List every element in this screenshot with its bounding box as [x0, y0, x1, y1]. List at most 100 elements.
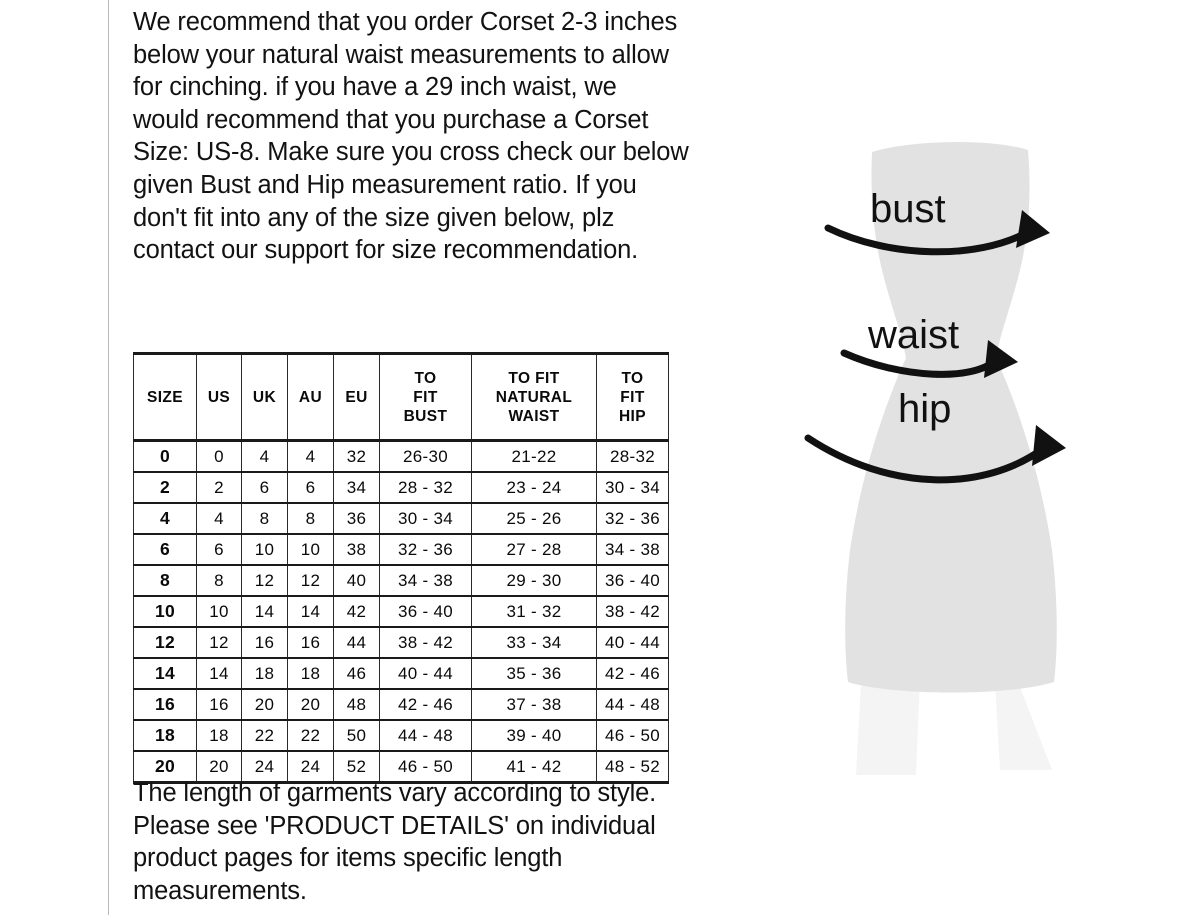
- cell-waist: 29 - 30: [471, 564, 597, 597]
- cell-us: 18: [196, 719, 242, 752]
- cell-hip: 42 - 46: [596, 657, 669, 690]
- size-chart-table: SIZE US UK AU EU TO FIT BUST TO FIT NATU…: [133, 352, 669, 784]
- cell-waist: 21-22: [471, 439, 597, 473]
- cell-eu: 38: [333, 533, 380, 566]
- bust-label: bust: [870, 187, 946, 231]
- hip-label: hip: [898, 387, 951, 431]
- table-row: 10 10 14 14 42 36 - 40 31 - 32 38 - 42: [133, 595, 669, 628]
- cell-hip: 32 - 36: [596, 502, 669, 535]
- table-row: 6 6 10 10 38 32 - 36 27 - 28 34 - 38: [133, 533, 669, 566]
- cell-size: 10: [133, 595, 197, 628]
- cell-size: 14: [133, 657, 197, 690]
- cell-au: 24: [287, 750, 334, 784]
- cell-au: 6: [287, 471, 334, 504]
- cell-bust: 44 - 48: [379, 719, 472, 752]
- cell-us: 2: [196, 471, 242, 504]
- cell-hip: 30 - 34: [596, 471, 669, 504]
- cell-au: 18: [287, 657, 334, 690]
- cell-uk: 18: [241, 657, 288, 690]
- column-header-bust: TO FIT BUST: [379, 352, 472, 442]
- column-header-uk: UK: [241, 352, 288, 442]
- cell-uk: 4: [241, 439, 288, 473]
- body-measurement-figure: bust waist hip: [760, 110, 1140, 790]
- size-chart-table-body: 0 0 4 4 32 26-30 21-22 28-32 2 2 6 6 34 28 - 32 23 - 2…: [133, 439, 669, 784]
- column-header-hip: TO FIT HIP: [596, 352, 669, 442]
- waist-arrow-group: [840, 340, 1018, 378]
- cell-eu: 34: [333, 471, 380, 504]
- cell-size: 6: [133, 533, 197, 566]
- cell-us: 8: [196, 564, 242, 597]
- cell-bust: 32 - 36: [379, 533, 472, 566]
- table-row: 16 16 20 20 48 42 - 46 37 - 38 44 - 48: [133, 688, 669, 721]
- cell-size: 8: [133, 564, 197, 597]
- cell-uk: 10: [241, 533, 288, 566]
- cell-us: 16: [196, 688, 242, 721]
- cell-us: 0: [196, 439, 242, 473]
- cell-uk: 12: [241, 564, 288, 597]
- cell-bust: 36 - 40: [379, 595, 472, 628]
- cell-waist: 23 - 24: [471, 471, 597, 504]
- cell-eu: 44: [333, 626, 380, 659]
- cell-size: 18: [133, 719, 197, 752]
- table-row: 18 18 22 22 50 44 - 48 39 - 40 46 - 50: [133, 719, 669, 752]
- cell-hip: 38 - 42: [596, 595, 669, 628]
- cell-waist: 41 - 42: [471, 750, 597, 784]
- dress-silhouette: [845, 141, 1057, 693]
- cell-uk: 8: [241, 502, 288, 535]
- cell-size: 20: [133, 750, 197, 784]
- cell-au: 8: [287, 502, 334, 535]
- cell-hip: 48 - 52: [596, 750, 669, 784]
- cell-uk: 20: [241, 688, 288, 721]
- cell-eu: 48: [333, 688, 380, 721]
- cell-waist: 27 - 28: [471, 533, 597, 566]
- table-row: 8 8 12 12 40 34 - 38 29 - 30 36 - 40: [133, 564, 669, 597]
- cell-size: 12: [133, 626, 197, 659]
- cell-bust: 40 - 44: [379, 657, 472, 690]
- cell-bust: 34 - 38: [379, 564, 472, 597]
- cell-uk: 6: [241, 471, 288, 504]
- cell-waist: 35 - 36: [471, 657, 597, 690]
- cell-waist: 25 - 26: [471, 502, 597, 535]
- cell-au: 20: [287, 688, 334, 721]
- cell-waist: 31 - 32: [471, 595, 597, 628]
- table-row: 4 4 8 8 36 30 - 34 25 - 26 32 - 36: [133, 502, 669, 535]
- cell-eu: 46: [333, 657, 380, 690]
- body-figure-svg: bust waist hip: [804, 141, 1066, 775]
- cell-bust: 26-30: [379, 439, 472, 473]
- table-row: 2 2 6 6 34 28 - 32 23 - 24 30 - 34: [133, 471, 669, 504]
- closing-paragraph: The length of garments vary according to…: [133, 779, 657, 905]
- cell-waist: 39 - 40: [471, 719, 597, 752]
- cell-eu: 36: [333, 502, 380, 535]
- column-header-au: AU: [287, 352, 334, 442]
- bust-arrow-group: [824, 210, 1050, 256]
- cell-waist: 37 - 38: [471, 688, 597, 721]
- cell-us: 4: [196, 502, 242, 535]
- cell-bust: 28 - 32: [379, 471, 472, 504]
- cell-uk: 22: [241, 719, 288, 752]
- left-divider-rule: [108, 0, 109, 915]
- cell-bust: 42 - 46: [379, 688, 472, 721]
- content-column: We recommend that you order Corset 2-3 i…: [133, 0, 693, 915]
- cell-au: 22: [287, 719, 334, 752]
- cell-size: 4: [133, 502, 197, 535]
- cell-eu: 50: [333, 719, 380, 752]
- waist-label: waist: [867, 313, 959, 357]
- cell-bust: 30 - 34: [379, 502, 472, 535]
- cell-bust: 38 - 42: [379, 626, 472, 659]
- table-row: 14 14 18 18 46 40 - 44 35 - 36 42 - 46: [133, 657, 669, 690]
- column-header-size: SIZE: [133, 352, 197, 442]
- column-header-eu: EU: [333, 352, 380, 442]
- cell-hip: 44 - 48: [596, 688, 669, 721]
- cell-us: 6: [196, 533, 242, 566]
- table-row: 0 0 4 4 32 26-30 21-22 28-32: [133, 439, 669, 473]
- cell-us: 10: [196, 595, 242, 628]
- cell-hip: 46 - 50: [596, 719, 669, 752]
- hip-arrow-group: [804, 425, 1066, 484]
- cell-size: 2: [133, 471, 197, 504]
- cell-us: 14: [196, 657, 242, 690]
- cell-waist: 33 - 34: [471, 626, 597, 659]
- cell-eu: 42: [333, 595, 380, 628]
- cell-size: 0: [133, 439, 197, 473]
- cell-us: 20: [196, 750, 242, 784]
- cell-au: 4: [287, 439, 334, 473]
